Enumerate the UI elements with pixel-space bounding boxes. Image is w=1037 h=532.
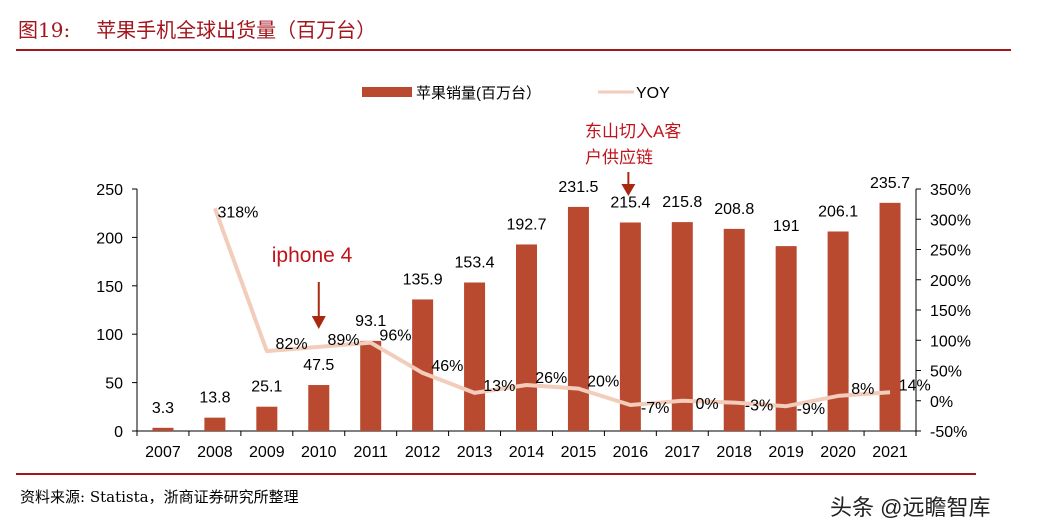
right-tick-label: 250% [930, 243, 971, 260]
bar-label: 135.9 [403, 271, 443, 288]
yoy-label: 96% [379, 328, 411, 345]
right-tick-label: -50% [930, 424, 967, 441]
bar-2019 [775, 246, 797, 431]
left-tick-label: 150 [96, 279, 123, 296]
yoy-label: 89% [327, 332, 359, 349]
bar-2008 [204, 417, 226, 431]
bar-label: 13.8 [199, 390, 230, 407]
bar-label: 47.5 [303, 357, 334, 374]
yoy-label: 26% [535, 370, 567, 387]
bar-2010 [308, 385, 330, 431]
figure-title: 图19: 苹果手机全球出货量（百万台） [18, 14, 376, 43]
yoy-line [213, 207, 891, 409]
bar-2017 [671, 222, 693, 431]
annotation-iphone4: iphone 4 [272, 244, 353, 267]
right-tick-label: 200% [930, 273, 971, 290]
watermark: 头条 @远瞻智库 [830, 495, 991, 520]
x-tick-label: 2008 [197, 444, 233, 461]
source-note: 资料来源: Statista，浙商证券研究所整理 [20, 488, 299, 506]
bar-2013 [464, 282, 486, 431]
bar-2011 [360, 340, 382, 431]
yoy-label: 82% [276, 336, 308, 353]
yoy-label: 20% [587, 374, 619, 391]
bar-label: 93.1 [355, 313, 386, 330]
right-tick-label: 50% [930, 364, 962, 381]
bar-label: 3.3 [152, 400, 174, 417]
arrow-head-icon [311, 316, 326, 329]
bar-label: 215.4 [610, 194, 650, 211]
bar-label: 231.5 [558, 179, 598, 196]
left-tick-label: 0 [114, 424, 123, 441]
right-tick-label: 350% [930, 182, 971, 199]
x-tick-label: 2011 [353, 444, 388, 461]
x-tick-label: 2012 [405, 444, 441, 461]
bar-label: 215.8 [662, 194, 702, 211]
annotation-dongshan: 户供应链 [585, 148, 653, 167]
left-tick-label: 250 [96, 182, 123, 199]
yoy-label: 0% [695, 396, 718, 413]
right-tick-label: 300% [930, 212, 971, 229]
yoy-label: -9% [797, 401, 825, 418]
x-tick-label: 2010 [301, 444, 337, 461]
bar-2012 [412, 299, 434, 431]
yoy-label: 318% [217, 204, 258, 221]
right-tick-label: 0% [930, 394, 953, 411]
left-tick-label: 50 [105, 376, 123, 393]
bar-label: 206.1 [818, 203, 858, 220]
yoy-label: -7% [641, 400, 669, 417]
bar-2018 [723, 228, 745, 431]
bar-2020 [827, 231, 849, 431]
figure-number: 图19: [18, 18, 71, 42]
bar-2016 [619, 222, 641, 431]
bar-label: 25.1 [251, 379, 282, 396]
left-tick-label: 100 [96, 327, 123, 344]
x-tick-label: 2019 [768, 444, 804, 461]
x-tick-label: 2007 [145, 444, 181, 461]
x-tick-label: 2021 [872, 444, 908, 461]
bar-label: 153.4 [455, 255, 495, 272]
legend-bar-label: 苹果销量(百万台） [416, 85, 541, 102]
legend-line-label: YOY [636, 85, 670, 102]
annotation-dongshan: 东山切入A客 [585, 122, 681, 141]
bar-2007 [152, 427, 174, 431]
yoy-label: -3% [745, 398, 773, 415]
x-tick-label: 2020 [820, 444, 856, 461]
yoy-label: 14% [899, 377, 931, 394]
bar-2021 [879, 202, 901, 431]
right-tick-label: 150% [930, 303, 971, 320]
top-divider [16, 49, 1011, 51]
left-tick-label: 200 [96, 230, 123, 247]
bar-label: 208.8 [714, 201, 754, 218]
x-tick-label: 2016 [613, 444, 649, 461]
bar-2015 [567, 206, 589, 431]
x-tick-label: 2017 [665, 444, 701, 461]
x-tick-label: 2014 [509, 444, 545, 461]
bar-label: 192.7 [506, 216, 546, 233]
x-tick-label: 2018 [716, 444, 752, 461]
x-tick-label: 2013 [457, 444, 493, 461]
x-tick-label: 2015 [561, 444, 597, 461]
arrow-head-icon [621, 184, 636, 196]
x-tick-label: 2009 [249, 444, 285, 461]
figure-title-text: 苹果手机全球出货量（百万台） [96, 18, 377, 42]
yoy-label: 13% [483, 378, 515, 395]
bar-2014 [516, 244, 537, 431]
bottom-divider [16, 473, 976, 475]
bar-label: 235.7 [870, 175, 910, 192]
bar-label: 191 [773, 218, 800, 235]
yoy-label: 8% [851, 381, 874, 398]
yoy-label: 46% [431, 358, 463, 375]
bar-2009 [256, 406, 278, 431]
right-tick-label: 100% [930, 333, 971, 350]
legend-bar-swatch [362, 87, 412, 97]
